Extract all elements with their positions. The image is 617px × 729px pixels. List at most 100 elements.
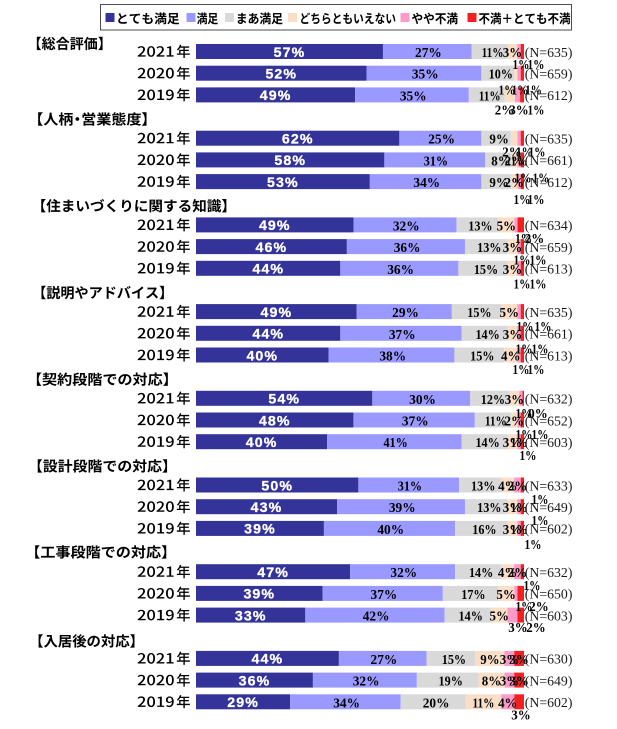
svg-text:27%: 27% [415, 45, 442, 60]
svg-text:(N=612): (N=612) [525, 88, 573, 104]
svg-text:48%: 48% [259, 413, 291, 429]
svg-text:1%: 1% [517, 319, 534, 334]
svg-text:1%: 1% [511, 153, 528, 168]
svg-text:14%: 14% [469, 565, 493, 580]
svg-text:46%: 46% [256, 240, 288, 256]
svg-text:(N=633): (N=633) [525, 478, 573, 494]
svg-text:62%: 62% [282, 132, 314, 148]
svg-text:1%: 1% [511, 522, 528, 537]
svg-text:2%: 2% [495, 103, 514, 118]
svg-text:34%: 34% [413, 175, 440, 190]
svg-text:3%: 3% [503, 262, 522, 277]
svg-text:(N=613): (N=613) [525, 348, 573, 364]
svg-text:15%: 15% [474, 262, 498, 277]
svg-text:3%: 3% [509, 674, 528, 689]
svg-text:14%: 14% [459, 609, 483, 624]
svg-text:13%: 13% [477, 240, 501, 255]
svg-text:(N=634): (N=634) [525, 218, 573, 234]
svg-text:29%: 29% [227, 695, 259, 711]
svg-text:14%: 14% [475, 327, 499, 342]
svg-text:25%: 25% [428, 132, 455, 147]
svg-text:2%: 2% [525, 231, 544, 246]
svg-text:(N=649): (N=649) [525, 500, 573, 516]
svg-text:9%: 9% [489, 175, 508, 190]
svg-text:37%: 37% [371, 587, 398, 602]
svg-text:(N=613): (N=613) [525, 262, 573, 278]
svg-text:1%: 1% [528, 362, 545, 377]
svg-text:2%: 2% [502, 145, 521, 160]
svg-text:50%: 50% [261, 478, 293, 494]
svg-text:11%: 11% [472, 695, 494, 710]
svg-text:1%: 1% [525, 537, 542, 552]
svg-text:17%: 17% [461, 587, 485, 602]
svg-text:3%: 3% [503, 435, 522, 450]
svg-text:4%: 4% [498, 479, 517, 494]
svg-text:13%: 13% [477, 500, 501, 515]
svg-text:1%: 1% [514, 192, 531, 207]
svg-text:1%: 1% [530, 277, 547, 292]
svg-text:44%: 44% [252, 262, 284, 278]
svg-text:1%: 1% [528, 192, 545, 207]
svg-text:1%: 1% [532, 342, 549, 357]
svg-text:33%: 33% [235, 608, 267, 624]
svg-text:27%: 27% [371, 652, 398, 667]
svg-text:2%: 2% [526, 620, 545, 635]
svg-text:(N=602): (N=602) [525, 522, 573, 538]
svg-text:1%: 1% [516, 427, 533, 442]
svg-text:10%: 10% [489, 67, 513, 82]
svg-text:(N=649): (N=649) [525, 673, 573, 689]
svg-text:39%: 39% [244, 522, 276, 538]
svg-text:3%: 3% [505, 392, 524, 407]
svg-text:44%: 44% [252, 652, 284, 668]
svg-text:3%: 3% [503, 500, 522, 515]
svg-text:4%: 4% [498, 565, 517, 580]
svg-text:1%: 1% [515, 231, 532, 246]
svg-text:1%: 1% [512, 83, 529, 98]
svg-text:39%: 39% [389, 500, 416, 515]
svg-text:36%: 36% [394, 240, 421, 255]
svg-text:(N=603): (N=603) [525, 608, 573, 624]
svg-text:(N=650): (N=650) [525, 587, 573, 603]
svg-text:52%: 52% [265, 67, 297, 83]
svg-text:35%: 35% [412, 67, 439, 82]
svg-text:40%: 40% [246, 435, 278, 451]
svg-text:1%: 1% [530, 253, 547, 268]
svg-text:(N=632): (N=632) [525, 392, 573, 408]
svg-text:1%: 1% [532, 513, 549, 528]
svg-text:1%: 1% [528, 103, 545, 118]
svg-text:1%: 1% [520, 448, 537, 463]
svg-text:1%: 1% [514, 253, 531, 268]
svg-text:1%: 1% [499, 83, 516, 98]
svg-text:3%: 3% [500, 674, 519, 689]
svg-text:49%: 49% [259, 218, 291, 234]
svg-text:42%: 42% [363, 609, 390, 624]
svg-text:2%: 2% [505, 414, 524, 429]
svg-text:1%: 1% [516, 342, 533, 357]
svg-text:32%: 32% [390, 565, 417, 580]
svg-text:1%: 1% [515, 171, 532, 186]
svg-text:49%: 49% [260, 88, 292, 104]
svg-text:(N=632): (N=632) [525, 565, 573, 581]
svg-text:(N=635): (N=635) [525, 45, 573, 61]
svg-text:15%: 15% [442, 652, 466, 667]
svg-text:40%: 40% [246, 348, 278, 364]
svg-text:3%: 3% [503, 45, 522, 60]
svg-text:47%: 47% [257, 565, 289, 581]
svg-text:3%: 3% [508, 620, 527, 635]
svg-text:41%: 41% [383, 435, 407, 450]
svg-text:(N=635): (N=635) [525, 305, 573, 321]
svg-text:3%: 3% [500, 652, 519, 667]
svg-text:9%: 9% [480, 652, 499, 667]
svg-text:39%: 39% [243, 587, 275, 603]
svg-text:5%: 5% [500, 305, 519, 320]
svg-text:1%: 1% [535, 319, 552, 334]
svg-text:5%: 5% [496, 587, 515, 602]
svg-text:5%: 5% [490, 609, 509, 624]
svg-text:30%: 30% [409, 392, 436, 407]
svg-text:1%: 1% [514, 277, 531, 292]
svg-text:31%: 31% [398, 479, 422, 494]
svg-text:58%: 58% [274, 153, 306, 169]
svg-text:15%: 15% [467, 305, 491, 320]
svg-text:32%: 32% [393, 218, 420, 233]
svg-text:40%: 40% [377, 522, 404, 537]
